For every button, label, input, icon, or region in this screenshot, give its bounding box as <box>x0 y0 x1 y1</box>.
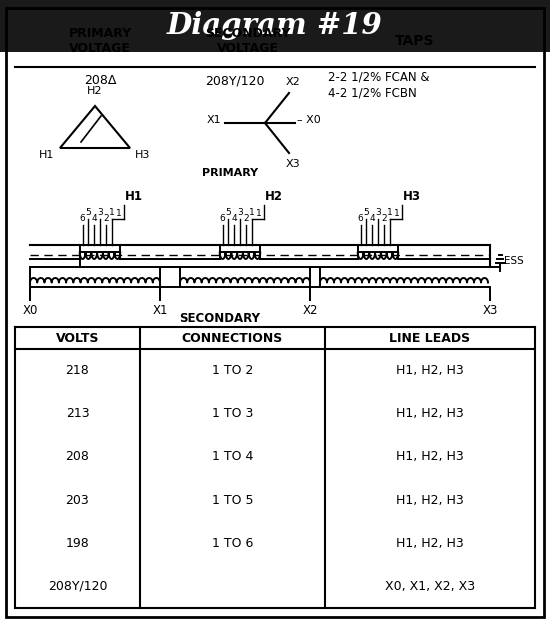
Text: H1: H1 <box>125 190 144 203</box>
Text: 208: 208 <box>65 450 90 464</box>
Text: 1 TO 4: 1 TO 4 <box>212 450 253 464</box>
Text: 198: 198 <box>65 537 89 549</box>
Text: 3: 3 <box>97 208 103 217</box>
Text: H1, H2, H3: H1, H2, H3 <box>396 450 464 464</box>
Text: X1: X1 <box>206 115 221 125</box>
Text: H2: H2 <box>87 86 103 96</box>
Text: 1: 1 <box>109 208 114 217</box>
Text: 4: 4 <box>370 214 375 223</box>
Text: 1: 1 <box>394 209 399 217</box>
Text: X0, X1, X2, X3: X0, X1, X2, X3 <box>385 580 475 593</box>
Text: 2: 2 <box>381 214 387 223</box>
Text: 6: 6 <box>219 214 226 223</box>
Text: PRIMARY
VOLTAGE: PRIMARY VOLTAGE <box>68 27 131 55</box>
Text: 1 TO 2: 1 TO 2 <box>212 364 253 377</box>
Text: X0: X0 <box>23 304 38 317</box>
Text: 5: 5 <box>226 208 231 217</box>
Text: SECONDARY
VOLTAGE: SECONDARY VOLTAGE <box>205 27 291 55</box>
Text: H1, H2, H3: H1, H2, H3 <box>396 493 464 506</box>
Text: CONNECTIONS: CONNECTIONS <box>182 331 283 345</box>
Text: – X0: – X0 <box>297 115 321 125</box>
Text: 1 TO 5: 1 TO 5 <box>212 493 253 506</box>
Text: X1: X1 <box>152 304 168 317</box>
Text: 2: 2 <box>103 214 108 223</box>
Text: 203: 203 <box>65 493 89 506</box>
Text: H1, H2, H3: H1, H2, H3 <box>396 364 464 377</box>
Text: TAPS: TAPS <box>395 34 434 48</box>
Text: 5: 5 <box>86 208 91 217</box>
Text: 2-2 1/2% FCAN &
4-2 1/2% FCBN: 2-2 1/2% FCAN & 4-2 1/2% FCBN <box>328 70 430 100</box>
Text: ESS: ESS <box>504 256 524 266</box>
Text: X2: X2 <box>302 304 318 317</box>
Text: 208Y/120: 208Y/120 <box>205 75 265 87</box>
Text: 4: 4 <box>232 214 237 223</box>
Text: 208Δ: 208Δ <box>84 75 116 87</box>
Text: X3: X3 <box>285 159 300 169</box>
Text: 2: 2 <box>243 214 249 223</box>
Text: Diagram #19: Diagram #19 <box>167 11 383 40</box>
Text: 218: 218 <box>65 364 89 377</box>
Text: 213: 213 <box>65 407 89 421</box>
Text: H1, H2, H3: H1, H2, H3 <box>396 407 464 421</box>
Text: 1: 1 <box>387 208 393 217</box>
FancyBboxPatch shape <box>0 0 550 52</box>
Text: VOLTS: VOLTS <box>56 331 99 345</box>
Text: 3: 3 <box>375 208 381 217</box>
Text: H3: H3 <box>135 150 151 160</box>
Text: 4: 4 <box>91 214 97 223</box>
Text: 1: 1 <box>256 209 261 217</box>
Text: H3: H3 <box>403 190 421 203</box>
Text: 1 TO 6: 1 TO 6 <box>212 537 253 549</box>
Text: 1: 1 <box>116 209 122 217</box>
Text: PRIMARY: PRIMARY <box>202 168 258 178</box>
Text: LINE LEADS: LINE LEADS <box>389 331 471 345</box>
Text: H1: H1 <box>39 150 54 160</box>
Text: 208Y/120: 208Y/120 <box>48 580 107 593</box>
Text: 1: 1 <box>249 208 255 217</box>
Text: 5: 5 <box>364 208 369 217</box>
Text: 1 TO 3: 1 TO 3 <box>212 407 253 421</box>
Text: X2: X2 <box>285 77 300 87</box>
Text: SECONDARY: SECONDARY <box>179 313 261 325</box>
Text: 6: 6 <box>80 214 85 223</box>
Text: 3: 3 <box>237 208 243 217</box>
Text: H1, H2, H3: H1, H2, H3 <box>396 537 464 549</box>
Text: X3: X3 <box>482 304 498 317</box>
Text: 6: 6 <box>358 214 364 223</box>
Text: H2: H2 <box>265 190 283 203</box>
